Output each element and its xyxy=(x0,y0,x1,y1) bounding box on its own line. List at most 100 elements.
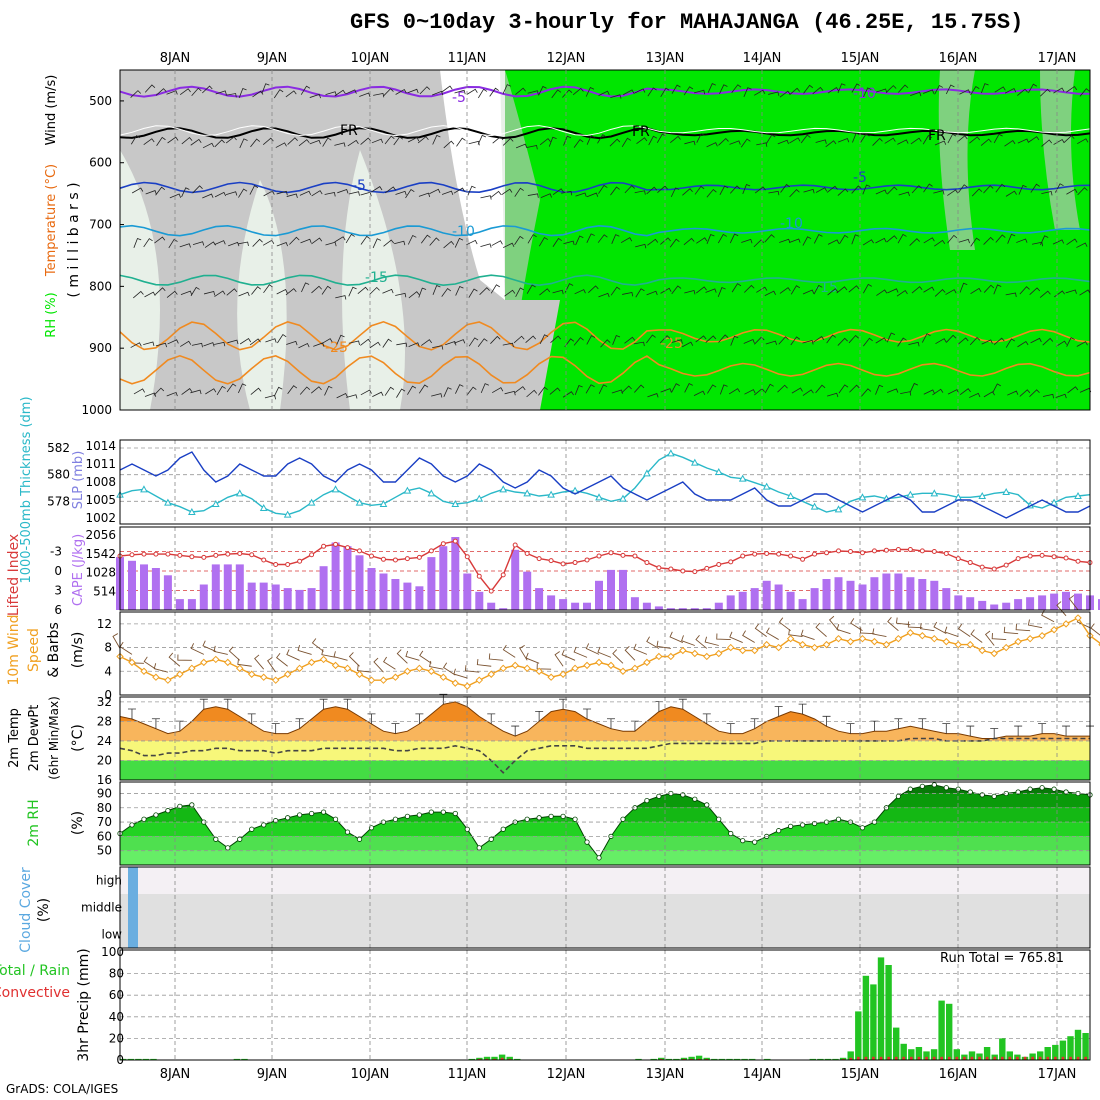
lifted-index-marker xyxy=(464,554,470,560)
wind-barb xyxy=(828,615,839,631)
wind-barb xyxy=(203,290,216,296)
wind-barb xyxy=(660,237,671,245)
wind-barb xyxy=(862,283,872,294)
rh-marker xyxy=(285,815,291,821)
wind-barb xyxy=(420,234,431,244)
wind-speed-marker xyxy=(655,652,663,661)
cape-bar xyxy=(235,564,244,610)
precip-conv-bar xyxy=(1084,1056,1087,1060)
cape-bar xyxy=(738,591,747,610)
wind-speed-marker xyxy=(679,646,687,655)
wind-barb xyxy=(540,193,552,198)
wind-barb xyxy=(549,387,561,395)
wind-barb xyxy=(552,188,564,196)
temp-range-marker xyxy=(199,698,208,710)
wind-speed-marker xyxy=(906,629,915,637)
wind-barb xyxy=(166,90,178,95)
wind-barb xyxy=(742,184,751,195)
wind-barb xyxy=(634,384,645,393)
wind-speed-marker xyxy=(715,649,723,658)
wind-barb xyxy=(538,85,547,96)
wind-barb xyxy=(225,191,238,196)
lifted-index-marker xyxy=(812,551,818,557)
cape-bar xyxy=(319,566,328,610)
lifted-index-marker xyxy=(536,556,542,562)
wind-barb xyxy=(373,92,385,98)
wind-barb xyxy=(1067,386,1079,394)
wind-barb xyxy=(237,658,252,667)
wind-speed-marker xyxy=(1074,614,1082,622)
wind-barb xyxy=(754,336,765,345)
wind-barb xyxy=(742,630,755,643)
lifted-index-marker xyxy=(836,548,842,554)
cape-bar xyxy=(846,580,855,610)
wind-barb xyxy=(731,283,742,293)
precip-conv-bar xyxy=(1038,1056,1042,1060)
thickness-marker xyxy=(619,494,627,502)
wind-barb xyxy=(395,292,407,298)
tick-label: 1005 xyxy=(85,493,116,507)
cape-bar xyxy=(223,564,232,610)
wind-barb xyxy=(133,290,144,299)
wind-barb xyxy=(393,136,404,146)
wind-barb xyxy=(480,243,492,248)
wind-barb xyxy=(526,144,538,150)
wind-barb xyxy=(612,649,624,664)
tick-label: 28 xyxy=(97,714,112,728)
wind-barb xyxy=(993,133,1003,144)
precip-total-bar xyxy=(749,1058,756,1060)
wind-speed-marker xyxy=(475,676,483,684)
wind-barb xyxy=(262,137,274,145)
wind-barb xyxy=(345,233,355,244)
wind-barb xyxy=(311,190,323,197)
wind-barb xyxy=(155,88,167,96)
wind-barb xyxy=(395,190,407,196)
wind-barb xyxy=(885,85,897,93)
isotherm-label: FR xyxy=(632,124,650,140)
wind-barb xyxy=(980,83,989,94)
wind-barb xyxy=(646,334,656,344)
temp-range-marker xyxy=(894,718,903,729)
wind-barb xyxy=(213,645,228,655)
precip-conv-bar xyxy=(849,1057,853,1060)
wind-barb xyxy=(298,139,310,147)
precip-total-bar xyxy=(1074,1029,1082,1060)
precip-total-bar xyxy=(233,1058,241,1060)
wind-barb xyxy=(322,137,332,147)
tick-label: 12 xyxy=(97,617,112,631)
wind-barb xyxy=(886,332,896,343)
lifted-index-marker xyxy=(1003,562,1009,568)
thickness-marker xyxy=(403,486,412,494)
precip-total-bar xyxy=(930,1049,938,1060)
wind-barb xyxy=(1055,340,1068,347)
lifted-index-marker xyxy=(512,542,518,548)
wind-barb xyxy=(337,189,349,194)
panel-border xyxy=(119,696,1091,781)
temp-range-marker xyxy=(822,715,831,727)
rh-marker xyxy=(931,782,937,788)
wind-barb xyxy=(959,282,968,293)
precip-conv-bar xyxy=(887,1056,890,1060)
axis-label: Speed xyxy=(26,628,42,672)
rh-marker xyxy=(716,816,722,822)
wind-barb xyxy=(1027,619,1043,629)
cape-bar xyxy=(798,599,807,610)
precip-total-bar xyxy=(650,1058,657,1060)
precip-conv-bar xyxy=(902,1056,906,1060)
wind-barb xyxy=(779,238,791,244)
lifted-index-marker xyxy=(309,552,315,558)
precip-conv-bar xyxy=(940,1056,943,1060)
wind-barb xyxy=(815,622,827,637)
wind-barb xyxy=(527,234,537,244)
wind-barb xyxy=(214,191,227,198)
lifted-index-marker xyxy=(632,553,638,559)
lifted-index-marker xyxy=(859,550,865,556)
rh-marker xyxy=(356,836,363,842)
thickness-marker xyxy=(355,498,364,506)
cape-bar xyxy=(307,588,316,610)
axis-label: CAPE (J/kg) xyxy=(71,534,86,606)
lifted-index-marker xyxy=(752,551,758,557)
wind-barb xyxy=(238,383,247,394)
wind-barb xyxy=(981,339,993,345)
wind-barb xyxy=(765,340,777,345)
